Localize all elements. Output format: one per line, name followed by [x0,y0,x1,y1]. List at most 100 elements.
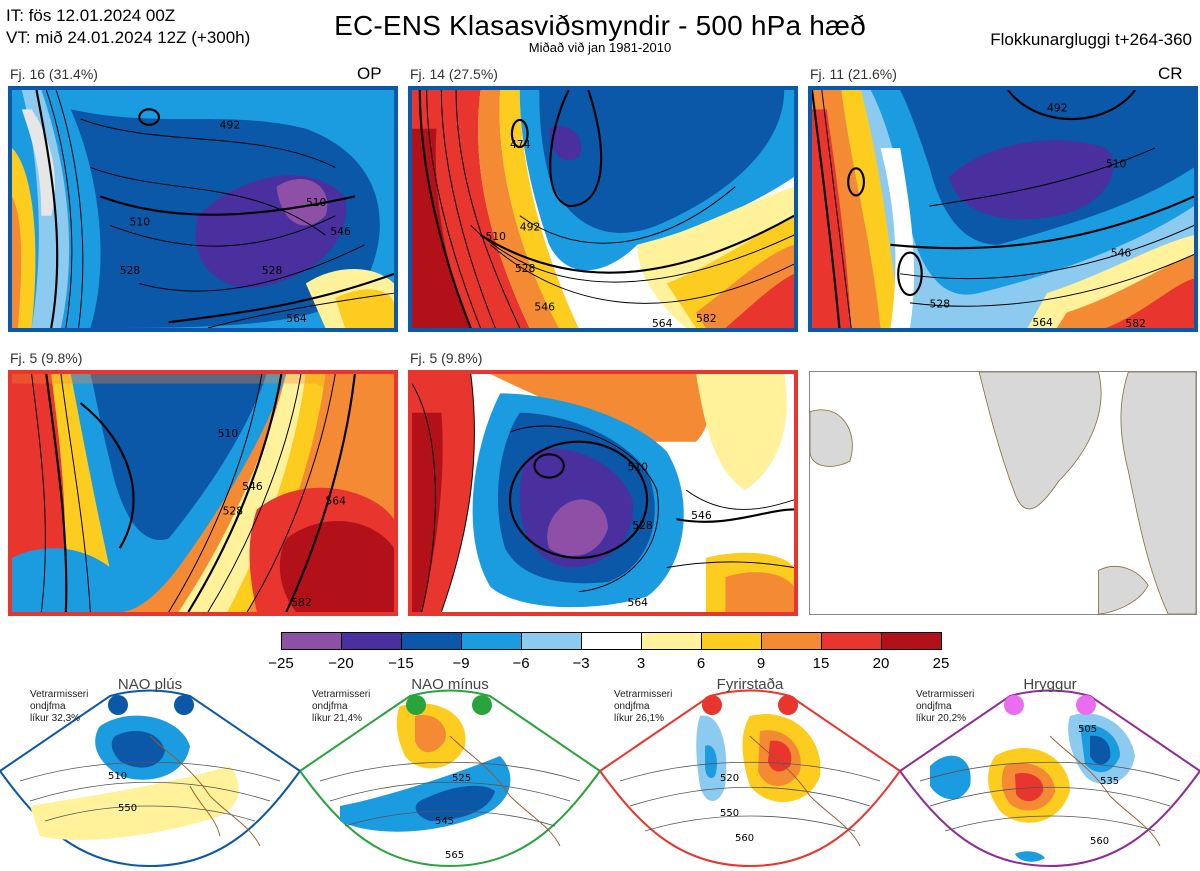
cluster-map-5: 510 528 546 564 [408,370,798,616]
colorbar-swatch [282,633,342,649]
regime-note-line: ondjfma [614,701,650,712]
cluster-map-3: 492 510 528 546 564 582 [808,86,1198,332]
header-left: IT: fös 12.01.2024 00Z VT: mið 24.01.202… [6,5,250,49]
contour-label: 528 [930,298,951,311]
colorbar-swatch [342,633,402,649]
colorbar-tick: 9 [756,655,766,672]
colorbar-tick: 15 [812,655,830,672]
contour-label: 564 [286,312,307,325]
contour-label: 546 [534,301,555,314]
regime-note-line: líkur 26,1% [614,713,665,724]
init-time: IT: fös 12.01.2024 00Z [6,6,176,25]
contour-label: 510 [627,461,648,474]
regime-note-line: líkur 21,4% [312,713,363,724]
panel-1-label: Fj. 16 (31.4%) [10,66,98,82]
contour-label: 564 [325,495,346,508]
contour-label: 582 [291,596,312,609]
contour-label: 510 [485,230,506,243]
contour-label: 582 [696,312,717,325]
contour-label: 546 [330,225,351,238]
regime-contour-label: 520 [720,773,739,784]
colorbar-swatch [462,633,522,649]
regime-contour-label: 535 [1100,776,1119,787]
regime-note-line: ondjfma [30,701,66,712]
cluster-map-2: 474 492 510 528 546 564 582 [408,86,798,332]
regime-note: Vetrarmisseri ondjfma líkur 20,2% [916,689,974,725]
colorbar-swatch [522,633,582,649]
contour-label: 510 [130,216,151,229]
regime-note: Vetrarmisseri ondjfma líkur 26,1% [614,689,672,725]
contour-label: 528 [223,504,244,517]
contour-label: 492 [520,220,541,233]
regime-contour-label: 510 [108,771,127,782]
colorbar-tick: −25 [268,655,294,672]
colorbar [281,632,942,650]
regime-note-line: líkur 32,3% [30,713,81,724]
colorbar-tick: −9 [452,655,470,672]
contour-label: 546 [1111,246,1132,259]
contour-label: 564 [627,596,648,609]
panel-3-label: Fj. 11 (21.6%) [810,66,897,82]
regime-nao-plus: 510 550 NAO plús Vetrarmisseri ondjfma l… [0,676,300,871]
colorbar-tick: −3 [572,655,590,672]
contour-label: 528 [632,519,653,532]
regime-note-line: Vetrarmisseri [916,689,975,700]
cluster-map-1: 492 510 528 546 564 510 528 [8,86,398,332]
regime-contour-label: 550 [118,803,137,814]
colorbar-tick: −20 [328,655,354,672]
colorbar-swatch [642,633,702,649]
classification-window: Flokkunargluggi t+264-360 [990,30,1192,49]
regime-note-line: Vetrarmisseri [614,689,673,700]
contour-label: 546 [691,509,712,522]
regime-note-line: ondjfma [916,701,952,712]
contour-label: 528 [515,262,536,275]
colorbar-swatch [702,633,762,649]
colorbar-tick: 6 [696,655,706,672]
contour-label: 510 [1106,157,1127,170]
panel-2-label: Fj. 14 (27.5%) [410,66,498,82]
contour-label: 564 [1032,316,1053,328]
regime-note: Vetrarmisseri ondjfma líkur 32,3% [30,689,88,725]
regime-contour-label: 550 [720,808,739,819]
regime-contour-label: 545 [435,816,454,827]
colorbar-swatch [402,633,462,649]
contour-label: 510 [306,196,327,209]
panel-3-tag: CR [1158,64,1183,83]
contour-label: 582 [1125,317,1146,328]
colorbar-tick: 25 [932,655,950,672]
valid-time: VT: mið 24.01.2024 12Z (+300h) [6,28,251,47]
regime-title: NAO plús [117,676,183,693]
regime-nao-minus: 525 545 565 NAO mínus Vetrarmisseri ondj… [300,676,600,871]
contour-label: 510 [218,427,239,440]
contour-label: 546 [242,480,263,493]
regime-contour-label: 525 [452,773,471,784]
regime-title: NAO mínus [411,676,489,693]
colorbar-swatch [582,633,642,649]
colorbar-tick: 20 [872,655,890,672]
regime-contour-label: 565 [445,850,464,861]
contour-label: 474 [510,138,531,151]
contour-label: 528 [262,264,283,277]
regime-contour-label: 560 [735,833,754,844]
colorbar-swatch [822,633,882,649]
regime-title: Hryggur [1023,676,1077,693]
contour-label: 564 [652,317,673,328]
colorbar-tick: −6 [512,655,530,672]
page-subtitle: Miðað við jan 1981-2010 [528,40,672,55]
regime-contour-label: 505 [1078,724,1097,735]
panel-5-label: Fj. 5 (9.8%) [410,350,483,366]
regime-blocking: 520 550 560 Fyrirstaða Vetrarmisseri ond… [600,676,900,871]
colorbar-tick: −15 [388,655,414,672]
contour-label: 528 [120,264,141,277]
regime-note-line: Vetrarmisseri [312,689,371,700]
regime-contour-label: 560 [1090,836,1109,847]
colorbar-swatch [762,633,822,649]
colorbar-swatch [882,633,941,649]
cluster-map-4: 510 528 546 564 582 [8,370,398,616]
regime-note: Vetrarmisseri ondjfma líkur 21,4% [312,689,370,725]
page-title: EC-ENS Klasasviðsmyndir - 500 hPa hæð [334,10,866,41]
contour-label: 492 [220,119,241,132]
regime-note-line: Vetrarmisseri [30,689,89,700]
panel-1-tag: OP [357,64,382,83]
empty-map-panel [809,371,1197,615]
